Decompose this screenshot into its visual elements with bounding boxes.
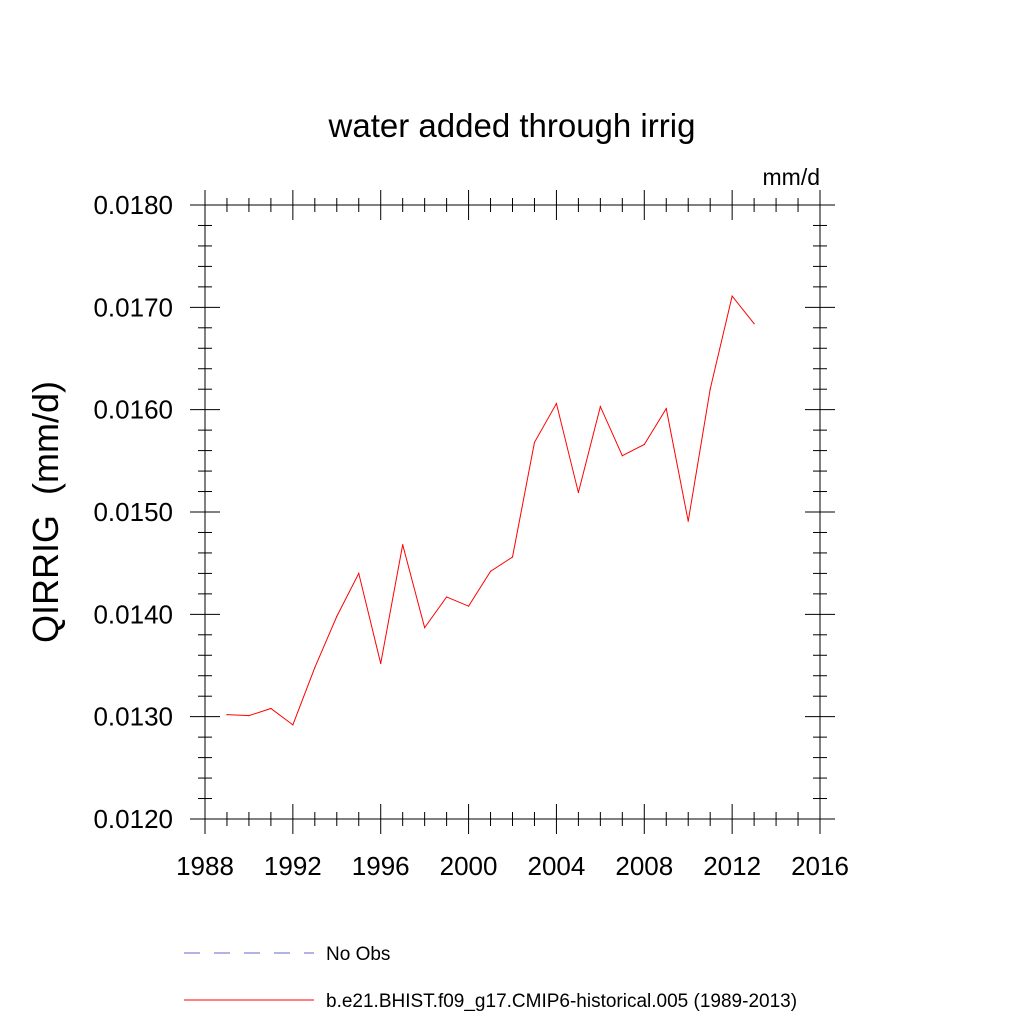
data-point [555,402,558,405]
y-tick-label: 0.0160 [93,395,173,425]
data-point [467,605,470,607]
series-line [226,294,755,726]
data-point [358,572,360,575]
data-point [687,520,689,522]
data-point [753,323,755,325]
data-point [292,724,294,726]
data-point [533,441,536,444]
data-point [380,662,382,665]
chart-title: water added through irrig [328,107,696,144]
data-point [402,544,404,546]
legend-label: No Obs [326,944,390,965]
data-point [665,408,667,410]
data-point [621,455,623,457]
data-point [336,615,338,617]
legend-label: b.e21.BHIST.f09_g17.CMIP6-historical.005… [326,991,797,1012]
axis-ticks [190,190,835,834]
data-point [599,405,601,408]
data-point [489,570,492,572]
y-tick-label: 0.0170 [93,292,173,322]
axis-tick-labels: 1988 1992 1996 2000 2004 2008 2012 2016 0.0120 0.… [93,190,848,881]
x-tick-label: 1988 [176,851,234,881]
x-tick-label: 2000 [440,851,498,881]
y-tick-label: 0.0150 [93,497,173,527]
x-tick-label: 2016 [791,851,849,881]
data-point [270,707,272,710]
data-point [709,388,711,390]
data-point [731,295,733,297]
data-point [226,714,228,716]
y-tick-label: 0.0120 [93,804,173,834]
y-tick-label: 0.0130 [93,702,173,732]
data-point [577,491,579,494]
data-point [511,556,514,558]
x-tick-label: 1992 [264,851,322,881]
y-tick-label: 0.0180 [93,190,173,220]
units-label: mm/d [763,164,821,190]
x-tick-label: 2012 [703,851,761,881]
x-tick-label: 2004 [528,851,586,881]
data-point [248,715,250,717]
data-series [226,294,755,726]
plot-frame [204,204,821,820]
data-point [314,666,316,669]
x-tick-label: 2008 [615,851,673,881]
data-point [643,443,645,446]
x-tick-label: 1996 [352,851,410,881]
y-tick-label: 0.0140 [93,599,173,629]
y-axis-label: QIRRIG (mm/d) [25,381,66,643]
data-point [446,596,448,598]
data-point [424,627,426,629]
legend: No Obs b.e21.BHIST.f09_g17.CMIP6-historic… [184,944,797,1012]
